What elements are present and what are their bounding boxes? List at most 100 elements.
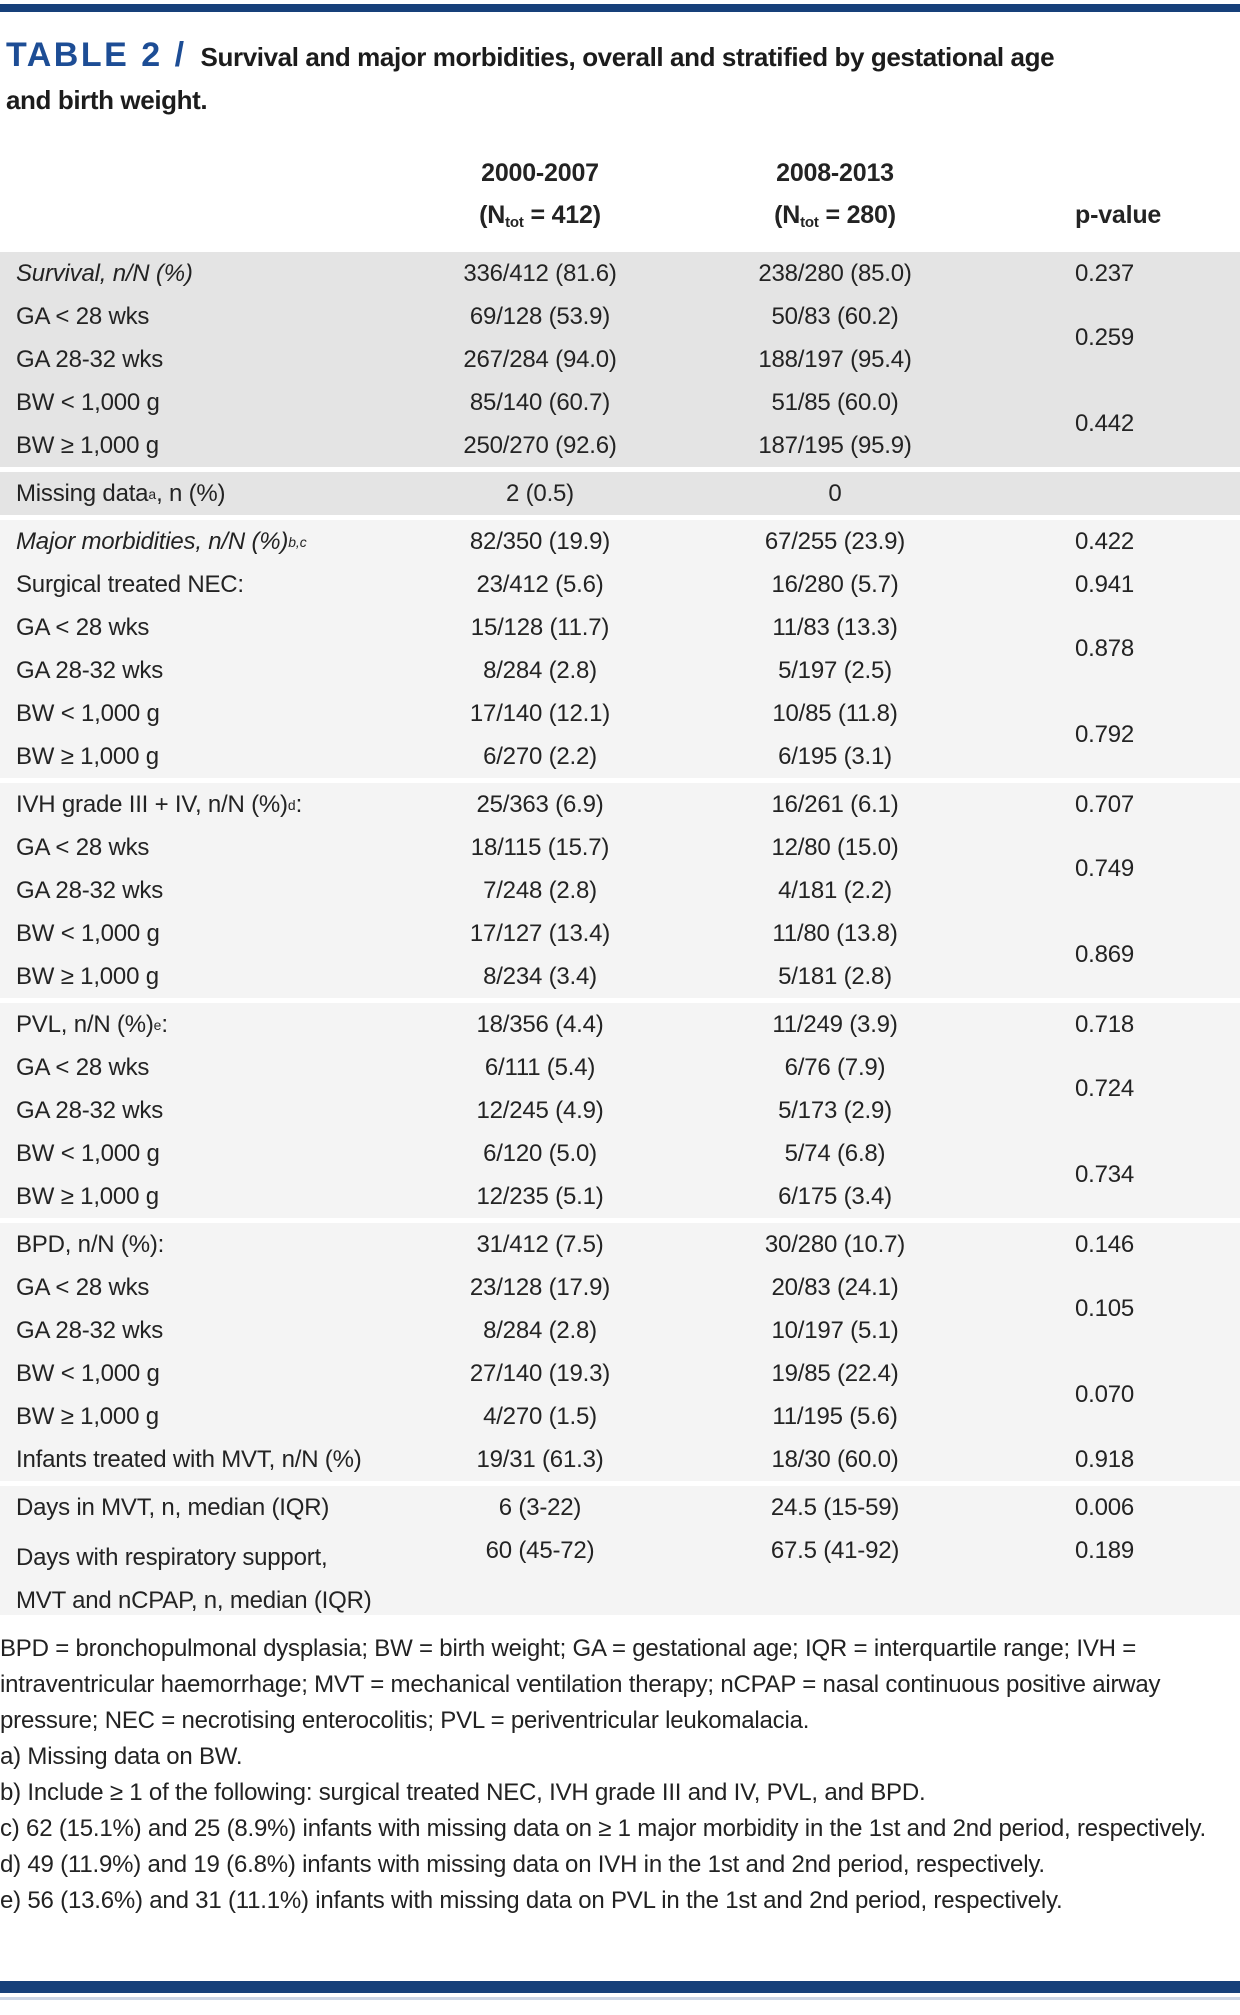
table-section: IVH grade III + IV, n/N (%) d: 25/363 (6.9…: [0, 783, 1240, 998]
p-value: 0.237: [1075, 259, 1135, 287]
row-label: IVH grade III + IV, n/N (%) d:: [16, 790, 303, 818]
value-2000-2007: 8/284 (2.8): [483, 1316, 597, 1344]
value-2000-2007: 6/120 (5.0): [483, 1139, 597, 1167]
value-2000-2007: 4/270 (1.5): [483, 1402, 597, 1430]
value-2008-2013: 16/261 (6.1): [771, 790, 899, 818]
value-2000-2007: 6 (3-22): [498, 1493, 582, 1521]
value-2000-2007: 18/356 (4.4): [476, 1010, 604, 1038]
row-label: BW ≥ 1,000 g: [16, 1182, 159, 1210]
value-2008-2013: 238/280 (85.0): [758, 259, 912, 287]
column-header-spacer: [0, 152, 440, 244]
period-2-n: (Ntot = 280): [774, 201, 896, 231]
value-2000-2007: 82/350 (19.9): [469, 527, 611, 555]
value-2000-2007: 6/270 (2.2): [483, 742, 597, 770]
column-header-pvalue-wrap: p-value: [1030, 152, 1240, 244]
row-label: BW < 1,000 g: [16, 1139, 160, 1167]
row-label: BW ≥ 1,000 g: [16, 962, 159, 990]
value-2008-2013: 50/83 (60.2): [771, 302, 899, 330]
value-2000-2007: 17/140 (12.1): [469, 699, 611, 727]
row-label: PVL, n/N (%) e:: [16, 1010, 168, 1038]
p-value: 0.941: [1075, 570, 1135, 598]
row-label: Survival, n/N (%): [16, 259, 193, 287]
bottom-edge-line: [0, 1997, 1240, 2000]
row-label: Missing data a, n (%): [16, 479, 226, 507]
row-label: GA < 28 wks: [16, 613, 150, 641]
value-2000-2007: 23/128 (17.9): [469, 1273, 611, 1301]
column-headers: 2000-2007 (Ntot = 412) 2008-2013 (Ntot =…: [0, 152, 1240, 244]
value-2008-2013: 5/181 (2.8): [778, 962, 892, 990]
p-value: 0.146: [1075, 1230, 1135, 1258]
p-value: 0.918: [1075, 1445, 1135, 1473]
row-label: BW ≥ 1,000 g: [16, 1402, 159, 1430]
value-2000-2007: 69/128 (53.9): [469, 302, 611, 330]
value-2008-2013: 6/195 (3.1): [778, 742, 892, 770]
value-2000-2007: 18/115 (15.7): [470, 833, 610, 861]
value-2000-2007: 12/235 (5.1): [476, 1182, 604, 1210]
value-2008-2013: 67.5 (41-92): [770, 1536, 900, 1564]
table-number-label: TABLE 2 /: [6, 36, 187, 74]
row-label: BW < 1,000 g: [16, 919, 160, 947]
period-1-label: 2000-2007: [481, 159, 599, 187]
value-2000-2007: 250/270 (92.6): [463, 431, 617, 459]
row-label: GA 28-32 wks: [16, 1096, 164, 1124]
footnote-e: e) 56 (13.6%) and 31 (11.1%) infants wit…: [0, 1887, 1063, 1914]
top-accent-bar: [0, 4, 1240, 12]
value-2000-2007: 23/412 (5.6): [476, 570, 604, 598]
row-label: Surgical treated NEC:: [16, 570, 244, 598]
row-label: GA 28-32 wks: [16, 876, 164, 904]
period-1-n: (Ntot = 412): [479, 201, 601, 231]
data-table: Survival, n/N (%) 336/412 (81.6) 238/280 (…: [0, 252, 1240, 1615]
value-2000-2007: 15/128 (11.7): [470, 613, 610, 641]
row-label: GA < 28 wks: [16, 1273, 150, 1301]
column-header-pvalue: p-value: [1075, 201, 1162, 229]
p-value: 0.749: [1075, 855, 1135, 882]
footnote-d: d) 49 (11.9%) and 19 (6.8%) infants with…: [0, 1851, 1045, 1878]
period-2-label: 2008-2013: [776, 159, 894, 187]
value-2008-2013: 30/280 (10.7): [764, 1230, 906, 1258]
row-label: GA < 28 wks: [16, 302, 150, 330]
column-header-period-1: 2000-2007 (Ntot = 412): [440, 152, 640, 244]
p-value: 0.442: [1075, 410, 1135, 437]
footnote-c: c) 62 (15.1%) and 25 (8.9%) infants with…: [0, 1815, 1206, 1842]
value-2008-2013: 188/197 (95.4): [758, 345, 912, 373]
row-label: BW < 1,000 g: [16, 388, 160, 416]
value-2000-2007: 25/363 (6.9): [476, 790, 604, 818]
value-2000-2007: 8/234 (3.4): [483, 962, 597, 990]
value-2008-2013: 24.5 (15-59): [770, 1493, 900, 1521]
row-label: GA < 28 wks: [16, 1053, 150, 1081]
footnote-abbreviations: BPD = bronchopulmonal dysplasia; BW = bi…: [0, 1635, 1161, 1734]
table-section: BPD, n/N (%): 31/412 (7.5) 30/280 (10.7) 0.…: [0, 1223, 1240, 1481]
p-value: 0.707: [1075, 790, 1135, 818]
value-2008-2013: 6/175 (3.4): [778, 1182, 892, 1210]
p-value: 0.070: [1075, 1381, 1135, 1408]
value-2008-2013: 19/85 (22.4): [771, 1359, 899, 1387]
value-2008-2013: 11/249 (3.9): [772, 1010, 898, 1038]
footnote-a: a) Missing data on BW.: [0, 1743, 243, 1770]
row-label: Major morbidities, n/N (%) b,c: [16, 527, 307, 555]
value-2008-2013: 11/80 (13.8): [772, 919, 898, 947]
row-label: BW ≥ 1,000 g: [16, 431, 159, 459]
p-value: 0.006: [1075, 1493, 1135, 1521]
value-2000-2007: 2 (0.5): [506, 479, 574, 507]
table-section: Missing data a, n (%) 2 (0.5) 0: [0, 472, 1240, 515]
value-2008-2013: 11/83 (13.3): [772, 613, 898, 641]
p-value: 0.422: [1075, 527, 1135, 555]
p-value: 0.869: [1075, 941, 1135, 968]
value-2008-2013: 6/76 (7.9): [784, 1053, 886, 1081]
row-label: Infants treated with MVT, n/N (%): [16, 1445, 362, 1473]
p-value: 0.724: [1075, 1075, 1135, 1102]
table-section: PVL, n/N (%) e: 18/356 (4.4) 11/249 (3.9) 0.…: [0, 1003, 1240, 1218]
value-2000-2007: 12/245 (4.9): [476, 1096, 604, 1124]
row-label: GA 28-32 wks: [16, 656, 164, 684]
row-label: Days in MVT, n, median (IQR): [16, 1493, 330, 1521]
value-2000-2007: 17/127 (13.4): [469, 919, 611, 947]
value-2008-2013: 10/197 (5.1): [771, 1316, 899, 1344]
value-2008-2013: 10/85 (11.8): [772, 699, 898, 727]
value-2000-2007: 85/140 (60.7): [469, 388, 611, 416]
p-value: 0.259: [1075, 324, 1135, 351]
table-section: Major morbidities, n/N (%) b,c 82/350 (19.…: [0, 520, 1240, 778]
value-2008-2013: 51/85 (60.0): [771, 388, 899, 416]
value-2008-2013: 16/280 (5.7): [771, 570, 899, 598]
bottom-accent-bar: [0, 1981, 1240, 1993]
table-section: Survival, n/N (%) 336/412 (81.6) 238/280 (…: [0, 252, 1240, 467]
